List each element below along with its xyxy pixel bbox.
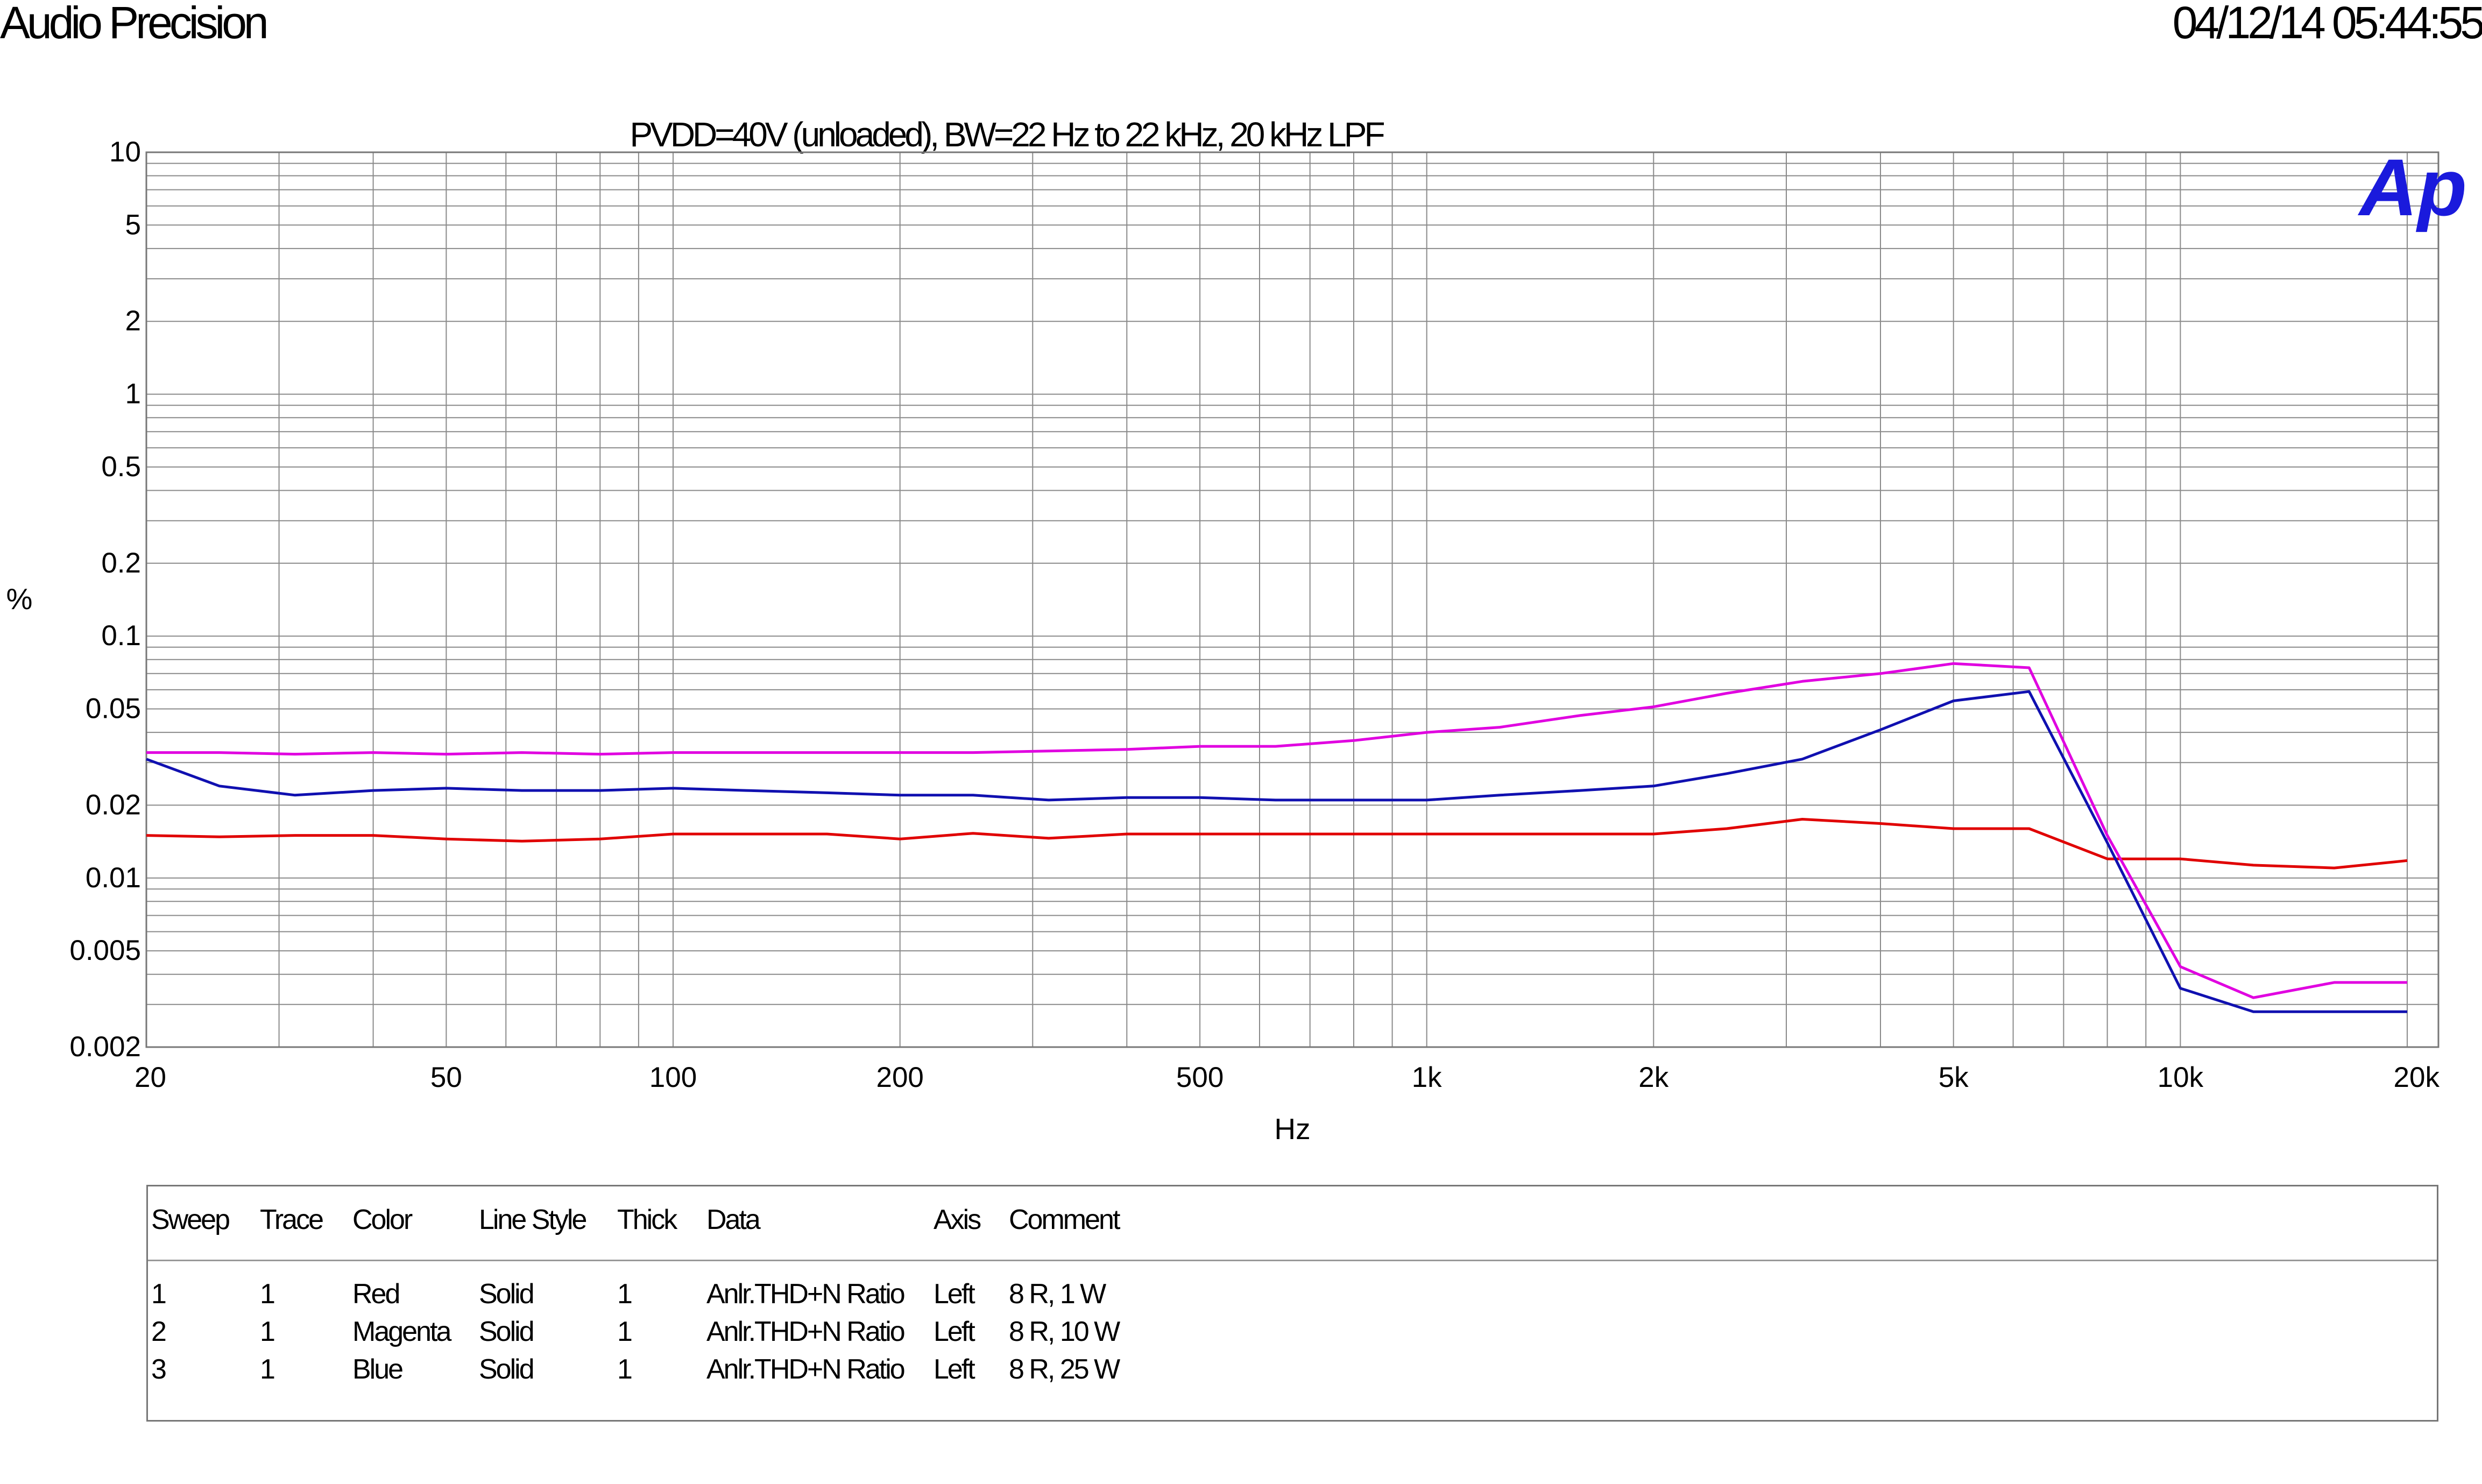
legend-cell-trace: 1 [260, 1354, 275, 1385]
y-tick-label: 0.002 [69, 1031, 141, 1063]
legend-cell-data: Anlr.THD+N Ratio [706, 1316, 906, 1347]
y-tick-label: 1 [125, 378, 141, 410]
series-line-2 [146, 662, 2407, 999]
chart-title: PVDD=40V (unloaded), BW=22 Hz to 22 kHz,… [630, 115, 1384, 154]
series-line-3 [146, 690, 2407, 1013]
x-tick-label: 10k [2158, 1062, 2204, 1093]
legend-cell-trace: 1 [260, 1316, 275, 1347]
legend-cell-color: Blue [352, 1354, 404, 1385]
legend-cell-data: Anlr.THD+N Ratio [706, 1354, 906, 1385]
series-lines [146, 662, 2408, 1013]
y-tick-label: 0.005 [69, 935, 141, 966]
legend-header-line-style: Line Style [479, 1204, 587, 1235]
x-tick-label: 50 [430, 1062, 462, 1093]
legend-cell-thick: 1 [617, 1278, 633, 1310]
legend-table: Sweep Trace Color Line Style Thick Data Axis Co… [146, 1185, 2438, 1422]
legend-header-sweep: Sweep [151, 1204, 230, 1235]
y-tick-labels: 10 5 2 1 0.5 0.2 0.1 0.05 0.02 0.01 0.005 0.002 [69, 136, 141, 1063]
legend-cell-thick: 1 [617, 1316, 633, 1347]
legend-cell-color: Red [352, 1278, 400, 1310]
legend-cell-line-style: Solid [479, 1316, 535, 1347]
grid-lines [146, 152, 2438, 1048]
y-tick-label: 0.5 [101, 451, 141, 483]
legend-cell-axis: Left [934, 1316, 975, 1347]
brand-label: Audio Precision [0, 0, 269, 48]
legend-cell-trace: 1 [260, 1278, 275, 1310]
x-tick-label: 200 [876, 1062, 923, 1093]
legend-cell-line-style: Solid [479, 1278, 535, 1310]
timestamp-label: 04/12/14 05:44:55 [2172, 0, 2482, 48]
y-tick-label: 0.2 [101, 547, 141, 579]
legend-header-comment: Comment [1009, 1204, 1120, 1235]
legend-header-color: Color [352, 1204, 413, 1235]
legend-cell-line-style: Solid [479, 1354, 535, 1385]
x-tick-label: 2k [1638, 1062, 1668, 1093]
legend-cell-sweep: 3 [151, 1354, 167, 1385]
x-tick-label: 1k [1412, 1062, 1442, 1093]
legend-cell-axis: Left [934, 1278, 975, 1310]
series-line-1 [146, 818, 2408, 870]
legend-header-data: Data [706, 1204, 761, 1235]
legend-cell-thick: 1 [617, 1354, 633, 1385]
legend-header-axis: Axis [934, 1204, 981, 1235]
legend-divider [148, 1260, 2437, 1261]
legend-cell-comment: 8 R, 1 W [1009, 1278, 1106, 1310]
y-axis-label: % [6, 582, 33, 616]
x-tick-label: 100 [649, 1062, 697, 1093]
legend-cell-color: Magenta [352, 1316, 451, 1347]
legend-header-thick: Thick [617, 1204, 677, 1235]
x-axis-label: Hz [1274, 1112, 1310, 1146]
y-tick-label: 0.02 [86, 789, 141, 821]
legend-cell-sweep: 2 [151, 1316, 167, 1347]
legend-header-trace: Trace [260, 1204, 324, 1235]
plot-frame [145, 151, 2439, 1048]
y-tick-label: 10 [109, 136, 141, 168]
x-tick-labels: 20 50 100 200 500 1k 2k 5k 10k 20k [135, 1062, 2439, 1093]
x-tick-label: 500 [1176, 1062, 1224, 1093]
y-tick-label: 0.05 [86, 693, 141, 725]
y-tick-label: 0.1 [101, 620, 141, 652]
x-tick-label: 20k [2394, 1062, 2440, 1093]
legend-cell-sweep: 1 [151, 1278, 167, 1310]
legend-cell-comment: 8 R, 25 W [1009, 1354, 1120, 1385]
x-tick-label: 5k [1939, 1062, 1969, 1093]
y-tick-label: 0.01 [86, 862, 141, 894]
y-tick-label: 5 [125, 209, 141, 241]
legend-cell-data: Anlr.THD+N Ratio [706, 1278, 906, 1310]
ap-logo-icon: Ap [2357, 142, 2467, 232]
legend-cell-axis: Left [934, 1354, 975, 1385]
legend-cell-comment: 8 R, 10 W [1009, 1316, 1120, 1347]
y-tick-label: 2 [125, 305, 141, 337]
x-tick-label: 20 [135, 1062, 166, 1093]
